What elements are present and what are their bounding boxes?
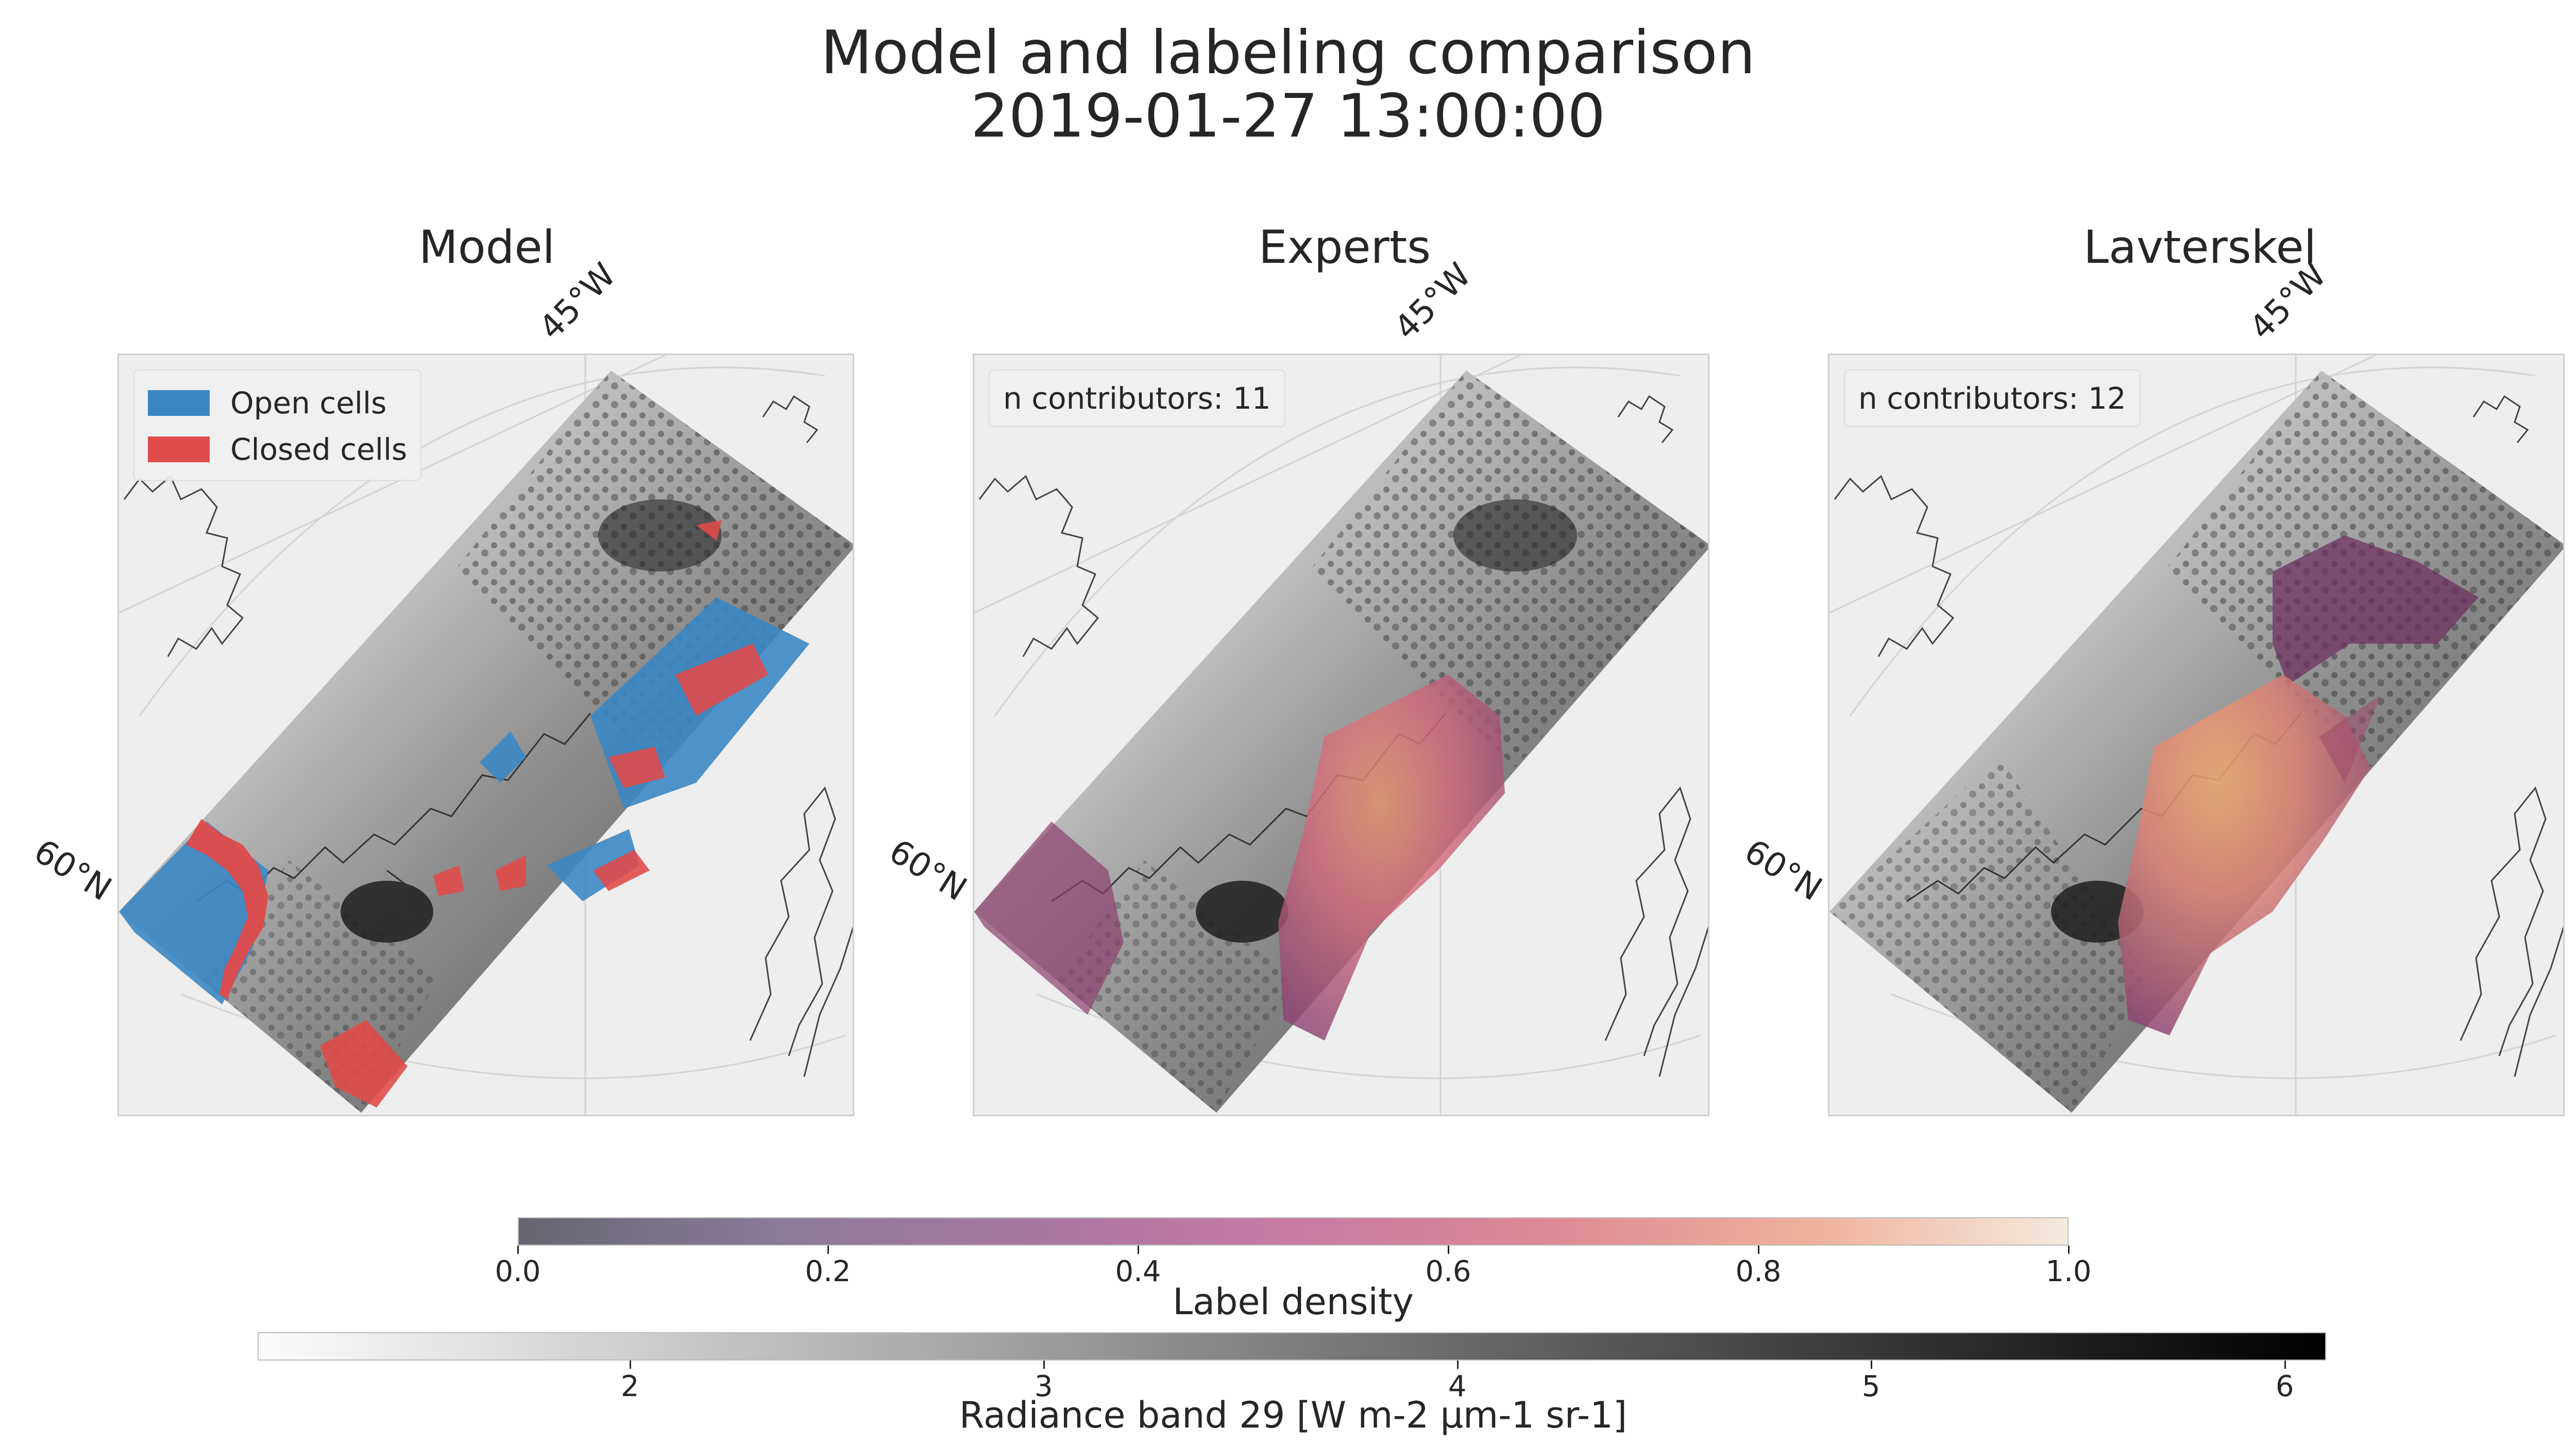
coastline: [2460, 786, 2547, 1056]
coastline: [978, 475, 1099, 657]
legend-item-open-cells: Open cells: [148, 380, 407, 426]
map-legend: Open cells Closed cells: [133, 370, 422, 481]
colorbar-tick-mark: [1138, 1246, 1139, 1254]
colorbar-tick-label: 1.0: [2045, 1255, 2092, 1288]
coastline: [2472, 395, 2529, 443]
coastline: [2514, 927, 2563, 1077]
coastline: [749, 786, 836, 1056]
colorbar-tick-mark: [1448, 1246, 1449, 1254]
figure-title: Model and labeling comparison: [820, 18, 1756, 88]
legend-swatch-open: [148, 390, 210, 416]
colorbar-tick-label: 0.4: [1115, 1255, 1161, 1288]
graticule-line: [1829, 355, 2376, 614]
lat-label-lavterskel: 60°N: [1737, 832, 1828, 909]
legend-label-open: Open cells: [230, 385, 387, 421]
coastline: [803, 927, 853, 1077]
colorbar-tick-mark: [1870, 1361, 1872, 1369]
colorbar-tick-label: 5: [1861, 1370, 1880, 1403]
coastline: [1658, 927, 1708, 1077]
lat-label-model: 60°N: [27, 832, 118, 909]
contributors-count-lavterskel: n contributors: 12: [1844, 370, 2141, 427]
graticule-line: [119, 355, 666, 614]
colorbar-tick-label: 6: [2275, 1370, 2294, 1403]
coastline: [1617, 395, 1674, 443]
colorbar-tick-mark: [2068, 1246, 2070, 1254]
coastline: [123, 475, 244, 657]
map-model: [119, 355, 853, 1115]
legend-label-closed: Closed cells: [230, 432, 408, 467]
map-panel-lavterskel[interactable]: n contributors: 12: [1828, 354, 2565, 1116]
colorbar-tick-mark: [517, 1246, 519, 1254]
coastline: [1834, 475, 1955, 657]
colorbar-tick-label: 0.6: [1425, 1255, 1471, 1288]
colorbar-label-density: [518, 1217, 2069, 1246]
colorbar-tick-mark: [1043, 1361, 1045, 1369]
graticule-line: [974, 355, 1521, 614]
panel-title-experts: Experts: [1258, 221, 1431, 274]
map-panel-model[interactable]: Open cells Closed cells: [117, 354, 854, 1116]
colorbar-tick-label: 0.2: [805, 1255, 851, 1288]
colorbar-tick-label: 4: [1448, 1370, 1467, 1403]
coastline: [1604, 786, 1691, 1056]
label-density-overlay: [2118, 535, 2479, 1035]
map-panel-experts[interactable]: n contributors: 11: [973, 354, 1709, 1116]
colorbar-label-density-title: Label density: [1173, 1281, 1414, 1323]
colorbar-tick-label: 0.0: [495, 1255, 541, 1288]
colorbar-radiance-title: Radiance band 29 [W m-2 µm-1 sr-1]: [959, 1394, 1628, 1436]
closed-cells-overlay: [186, 520, 768, 1108]
coastline: [762, 395, 819, 443]
colorbar-tick-mark: [629, 1361, 631, 1369]
colorbar-tick-mark: [827, 1246, 829, 1254]
panel-title-lavterskel: Lavterskel: [2083, 221, 2317, 274]
legend-swatch-closed: [148, 437, 210, 462]
panel-title-model: Model: [418, 221, 555, 274]
label-density-overlay: [974, 675, 1505, 1041]
colorbar-tick-mark: [1456, 1361, 1459, 1369]
legend-item-closed-cells: Closed cells: [148, 426, 407, 473]
figure-timestamp: 2019-01-27 13:00:00: [971, 81, 1605, 151]
colorbar-tick-label: 2: [620, 1370, 639, 1403]
lat-label-experts: 60°N: [882, 832, 973, 909]
colorbar-tick-mark: [1758, 1246, 1759, 1254]
colorbar-tick-mark: [2284, 1361, 2286, 1369]
map-lavterskel: [1829, 355, 2563, 1115]
map-experts: [974, 355, 1708, 1115]
contributors-count-experts: n contributors: 11: [989, 370, 1285, 427]
colorbar-tick-label: 0.8: [1735, 1255, 1782, 1288]
colorbar-radiance: [258, 1332, 2326, 1361]
colorbar-tick-label: 3: [1034, 1370, 1053, 1403]
